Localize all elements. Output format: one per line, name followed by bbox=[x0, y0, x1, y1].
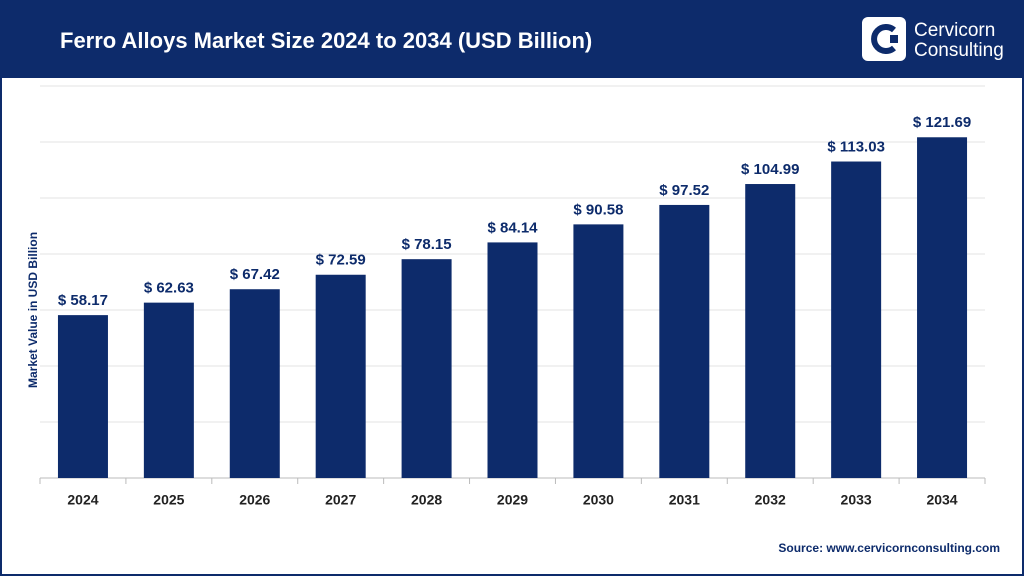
x-tick-label: 2034 bbox=[926, 492, 957, 508]
x-tick-label: 2029 bbox=[497, 492, 528, 508]
value-label: $ 113.03 bbox=[827, 138, 885, 155]
x-tick-label: 2025 bbox=[153, 492, 184, 508]
logo-dot bbox=[890, 35, 898, 43]
value-label: $ 67.42 bbox=[230, 266, 280, 283]
value-label: $ 121.69 bbox=[913, 114, 971, 131]
y-axis-label: Market Value in USD Billion bbox=[26, 232, 40, 388]
logo-mark bbox=[871, 24, 896, 54]
value-label: $ 90.58 bbox=[573, 201, 623, 218]
bar bbox=[143, 302, 194, 478]
bar bbox=[315, 274, 366, 478]
bar bbox=[917, 137, 968, 478]
logo-text: Consulting bbox=[914, 40, 1004, 61]
x-tick-label: 2030 bbox=[583, 492, 614, 508]
bar bbox=[57, 315, 108, 478]
value-label: $ 97.52 bbox=[659, 182, 709, 199]
bar bbox=[659, 204, 710, 478]
x-tick-label: 2031 bbox=[669, 492, 700, 508]
source: Source: www.cervicornconsulting.com bbox=[778, 541, 1000, 555]
x-tick-label: 2027 bbox=[325, 492, 356, 508]
bar bbox=[745, 184, 796, 478]
value-label: $ 104.99 bbox=[741, 161, 799, 178]
x-tick-label: 2026 bbox=[239, 492, 270, 508]
bar bbox=[401, 259, 452, 478]
value-label: $ 78.15 bbox=[402, 236, 452, 253]
value-label: $ 62.63 bbox=[144, 280, 194, 297]
x-tick-label: 2028 bbox=[411, 492, 442, 508]
value-label: $ 72.59 bbox=[316, 252, 366, 269]
value-label: $ 84.14 bbox=[487, 219, 538, 236]
x-tick-label: 2024 bbox=[67, 492, 98, 508]
x-tick-label: 2032 bbox=[755, 492, 786, 508]
x-tick-label: 2033 bbox=[841, 492, 872, 508]
header bbox=[0, 0, 1024, 78]
chart-title: Ferro Alloys Market Size 2024 to 2034 (U… bbox=[60, 28, 592, 53]
bar bbox=[573, 224, 624, 478]
logo-text: Cervicorn bbox=[914, 20, 995, 41]
value-label: $ 58.17 bbox=[58, 292, 108, 309]
bar bbox=[229, 289, 280, 478]
bar bbox=[487, 242, 538, 478]
logo-icon bbox=[862, 17, 906, 61]
bar bbox=[831, 161, 882, 479]
